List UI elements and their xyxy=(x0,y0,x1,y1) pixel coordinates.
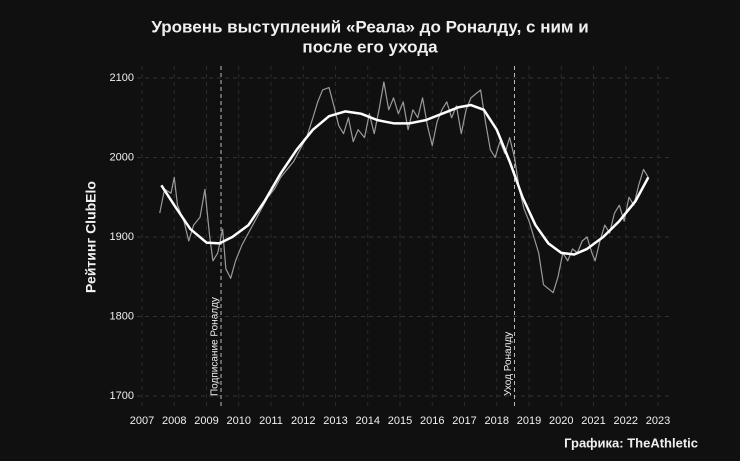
chart-title: после его ухода xyxy=(302,37,438,56)
data-line xyxy=(160,103,650,256)
y-tick-label: 2000 xyxy=(110,151,134,163)
x-tick-label: 2018 xyxy=(485,415,509,427)
credit: Графика: TheAthletic xyxy=(564,435,698,450)
x-tick-label: 2010 xyxy=(227,415,251,427)
x-tick-label: 2022 xyxy=(614,415,638,427)
annotation-label: Подписание Роналду xyxy=(210,297,221,396)
x-tick-label: 2013 xyxy=(323,415,347,427)
data-line xyxy=(159,81,649,294)
x-tick-label: 2016 xyxy=(420,415,444,427)
x-tick-label: 2012 xyxy=(291,415,315,427)
y-tick-label: 1800 xyxy=(110,310,134,322)
x-tick-label: 2020 xyxy=(549,415,573,427)
y-tick-label: 1900 xyxy=(110,231,134,243)
x-tick-label: 2021 xyxy=(581,415,605,427)
x-tick-label: 2015 xyxy=(388,415,412,427)
y-tick-label: 1700 xyxy=(110,390,134,402)
x-tick-label: 2011 xyxy=(259,415,283,427)
x-tick-label: 2014 xyxy=(356,415,380,427)
x-tick-label: 2017 xyxy=(452,415,476,427)
y-tick-label: 2100 xyxy=(110,72,134,84)
annotation-label: Уход Роналду xyxy=(503,332,514,396)
y-axis-label: Рейтинг ClubElo xyxy=(83,181,99,293)
x-tick-label: 2009 xyxy=(194,415,218,427)
x-tick-label: 2008 xyxy=(162,415,186,427)
x-tick-label: 2023 xyxy=(646,415,670,427)
x-tick-label: 2019 xyxy=(517,415,541,427)
chart-title: Уровень выступлений «Реала» до Роналду, … xyxy=(151,17,588,36)
x-tick-label: 2007 xyxy=(130,415,154,427)
